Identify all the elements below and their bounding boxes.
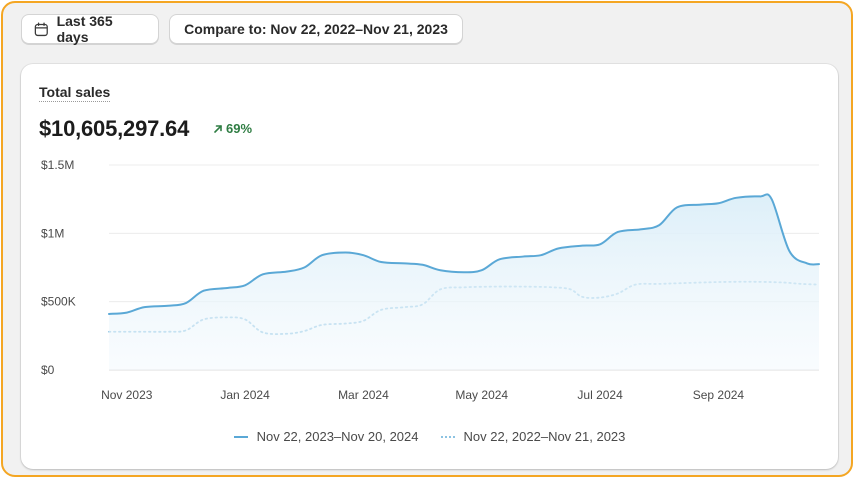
date-range-label: Last 365 days: [56, 13, 113, 45]
series-line-current: [108, 193, 820, 315]
x-tick-label: May 2024: [455, 388, 508, 402]
legend-label-current: Nov 22, 2023–Nov 20, 2024: [256, 429, 419, 444]
total-sales-card: Total sales $10,605,297.64 69% $0 $500K $1…: [21, 64, 838, 469]
legend-swatch-current: [233, 435, 248, 438]
legend-swatch-previous: [440, 435, 455, 438]
sales-line-chart: $0 $500K $1M $1.5M Nov 2023 Jan 2024 Mar 2024 M…: [41, 158, 820, 402]
y-tick-label: $1M: [41, 226, 64, 240]
x-tick-label: Jan 2024: [220, 388, 270, 402]
series-area-current: [109, 194, 819, 370]
legend-item-previous[interactable]: Nov 22, 2022–Nov 21, 2023: [440, 429, 626, 444]
chart-legend: Nov 22, 2023–Nov 20, 2024 Nov 22, 2022–N…: [21, 429, 838, 444]
total-sales-value: $10,605,297.64: [39, 116, 190, 141]
compare-to-button[interactable]: Compare to: Nov 22, 2022–Nov 21, 2023: [169, 14, 463, 44]
x-tick-label: Sep 2024: [693, 388, 745, 402]
card-title[interactable]: Total sales: [39, 84, 111, 102]
x-tick-label: Mar 2024: [338, 388, 389, 402]
x-tick-label: Nov 2023: [101, 388, 153, 402]
y-tick-label: $1.5M: [41, 158, 74, 172]
change-value: 69%: [226, 121, 253, 136]
y-tick-label: $500K: [41, 295, 76, 309]
y-tick-label: $0: [41, 363, 55, 377]
date-range-button[interactable]: Last 365 days: [21, 13, 159, 45]
x-tick-label: Jul 2024: [577, 388, 623, 402]
compare-to-label: Compare to: Nov 22, 2022–Nov 21, 2023: [184, 21, 448, 37]
arrow-up-right-icon: [214, 124, 222, 133]
legend-label-previous: Nov 22, 2022–Nov 21, 2023: [463, 429, 626, 444]
calendar-icon: [34, 21, 48, 36]
legend-item-current[interactable]: Nov 22, 2023–Nov 20, 2024: [233, 429, 419, 444]
change-badge: 69%: [213, 121, 252, 136]
